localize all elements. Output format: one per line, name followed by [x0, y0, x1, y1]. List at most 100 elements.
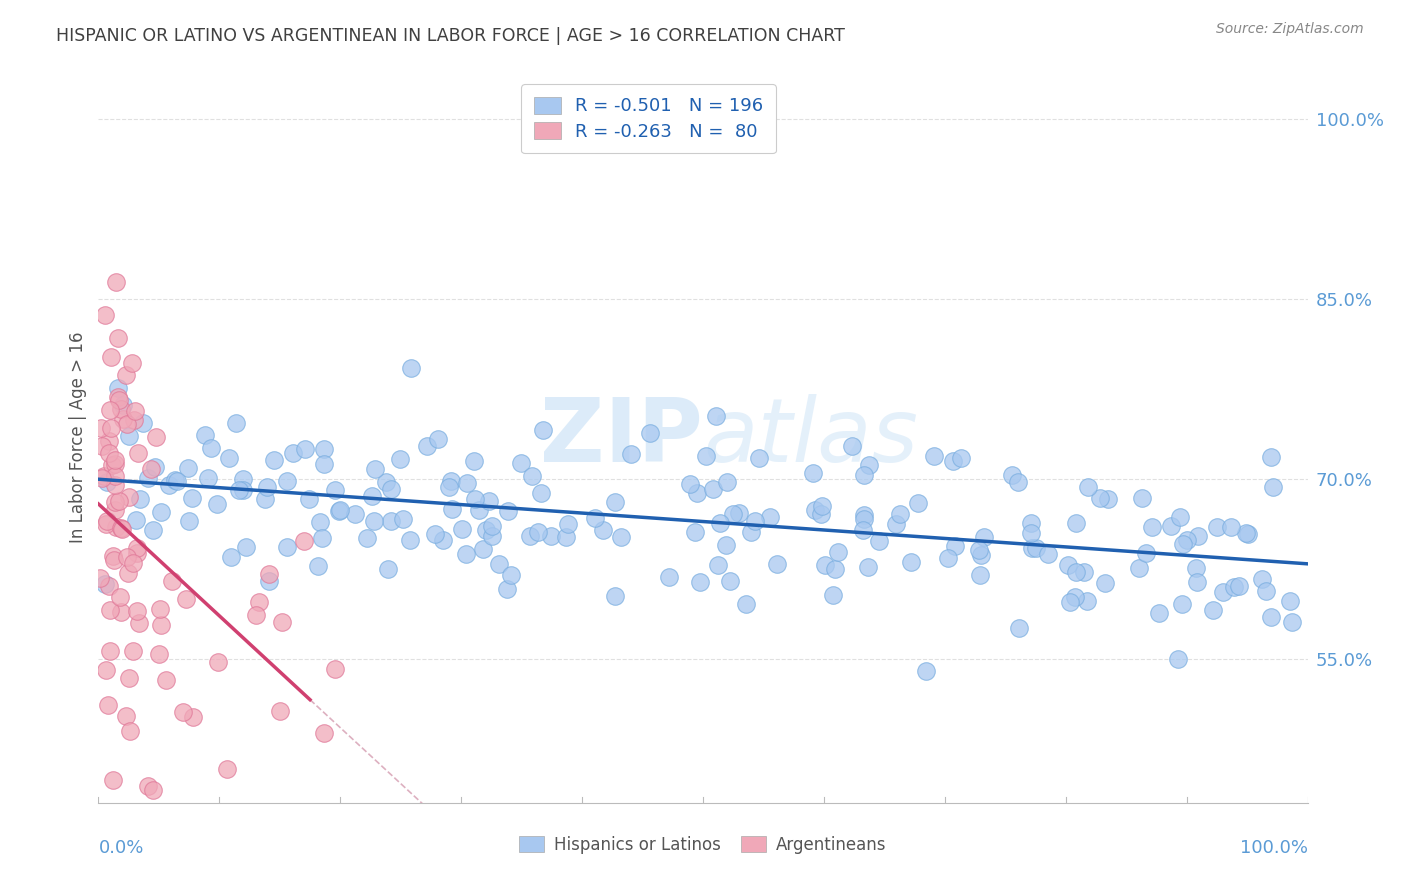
- Point: [709, 516, 731, 530]
- Point: [228, 483, 250, 498]
- Point: [218, 451, 240, 466]
- Point: [104, 503, 127, 517]
- Point: [93, 469, 115, 483]
- Point: [519, 529, 541, 543]
- Point: [194, 427, 217, 442]
- Point: [142, 523, 165, 537]
- Point: [142, 783, 165, 797]
- Point: [942, 454, 965, 468]
- Point: [695, 449, 717, 463]
- Point: [727, 506, 749, 520]
- Point: [638, 425, 661, 440]
- Point: [1254, 583, 1277, 598]
- Point: [758, 510, 780, 524]
- Point: [475, 523, 498, 537]
- Point: [907, 496, 929, 510]
- Point: [283, 446, 305, 460]
- Point: [530, 486, 553, 500]
- Point: [716, 475, 738, 489]
- Point: [603, 589, 626, 603]
- Point: [702, 482, 724, 496]
- Point: [91, 471, 114, 485]
- Point: [363, 514, 385, 528]
- Point: [143, 460, 166, 475]
- Point: [938, 551, 960, 566]
- Point: [720, 574, 742, 589]
- Point: [841, 439, 863, 453]
- Point: [97, 698, 120, 712]
- Point: [257, 566, 280, 581]
- Point: [811, 499, 834, 513]
- Point: [104, 275, 127, 289]
- Point: [111, 412, 134, 426]
- Point: [356, 531, 378, 545]
- Point: [141, 462, 163, 476]
- Point: [609, 530, 631, 544]
- Point: [197, 471, 219, 485]
- Point: [969, 567, 991, 582]
- Point: [1220, 520, 1243, 534]
- Point: [94, 576, 117, 591]
- Point: [555, 531, 578, 545]
- Point: [401, 360, 423, 375]
- Point: [1175, 533, 1198, 547]
- Point: [89, 571, 111, 585]
- Point: [101, 773, 124, 788]
- Point: [1234, 526, 1257, 541]
- Point: [225, 416, 247, 430]
- Point: [148, 648, 170, 662]
- Point: [1135, 546, 1157, 560]
- Point: [380, 514, 402, 528]
- Point: [98, 644, 121, 658]
- Point: [118, 490, 141, 504]
- Point: [1185, 561, 1208, 575]
- Point: [922, 450, 945, 464]
- Point: [620, 447, 643, 461]
- Point: [247, 594, 270, 608]
- Point: [1149, 606, 1171, 620]
- Point: [174, 591, 197, 606]
- Point: [166, 475, 188, 489]
- Point: [509, 456, 531, 470]
- Point: [276, 541, 298, 555]
- Point: [1128, 561, 1150, 575]
- Point: [104, 478, 127, 492]
- Point: [427, 432, 450, 446]
- Point: [107, 381, 129, 395]
- Point: [232, 483, 254, 498]
- Point: [1057, 558, 1080, 573]
- Point: [415, 440, 437, 454]
- Point: [425, 527, 447, 541]
- Y-axis label: In Labor Force | Age > 16: In Labor Force | Age > 16: [69, 331, 87, 543]
- Point: [949, 450, 972, 465]
- Point: [464, 492, 486, 507]
- Point: [253, 491, 276, 506]
- Point: [110, 521, 132, 535]
- Point: [276, 474, 298, 488]
- Point: [853, 508, 876, 523]
- Point: [380, 482, 402, 496]
- Point: [721, 507, 744, 521]
- Point: [1263, 480, 1285, 494]
- Point: [117, 671, 139, 685]
- Text: ZIP: ZIP: [540, 393, 703, 481]
- Point: [124, 404, 146, 418]
- Point: [463, 453, 485, 467]
- Point: [943, 539, 966, 553]
- Point: [392, 511, 415, 525]
- Point: [827, 544, 849, 558]
- Point: [110, 401, 132, 416]
- Point: [824, 561, 846, 575]
- Point: [481, 518, 503, 533]
- Point: [181, 710, 204, 724]
- Point: [328, 503, 350, 517]
- Point: [111, 522, 134, 536]
- Point: [520, 469, 543, 483]
- Point: [1019, 516, 1042, 530]
- Point: [735, 598, 758, 612]
- Point: [96, 475, 118, 490]
- Point: [294, 534, 316, 549]
- Point: [1059, 595, 1081, 609]
- Point: [1090, 491, 1112, 506]
- Point: [155, 673, 177, 688]
